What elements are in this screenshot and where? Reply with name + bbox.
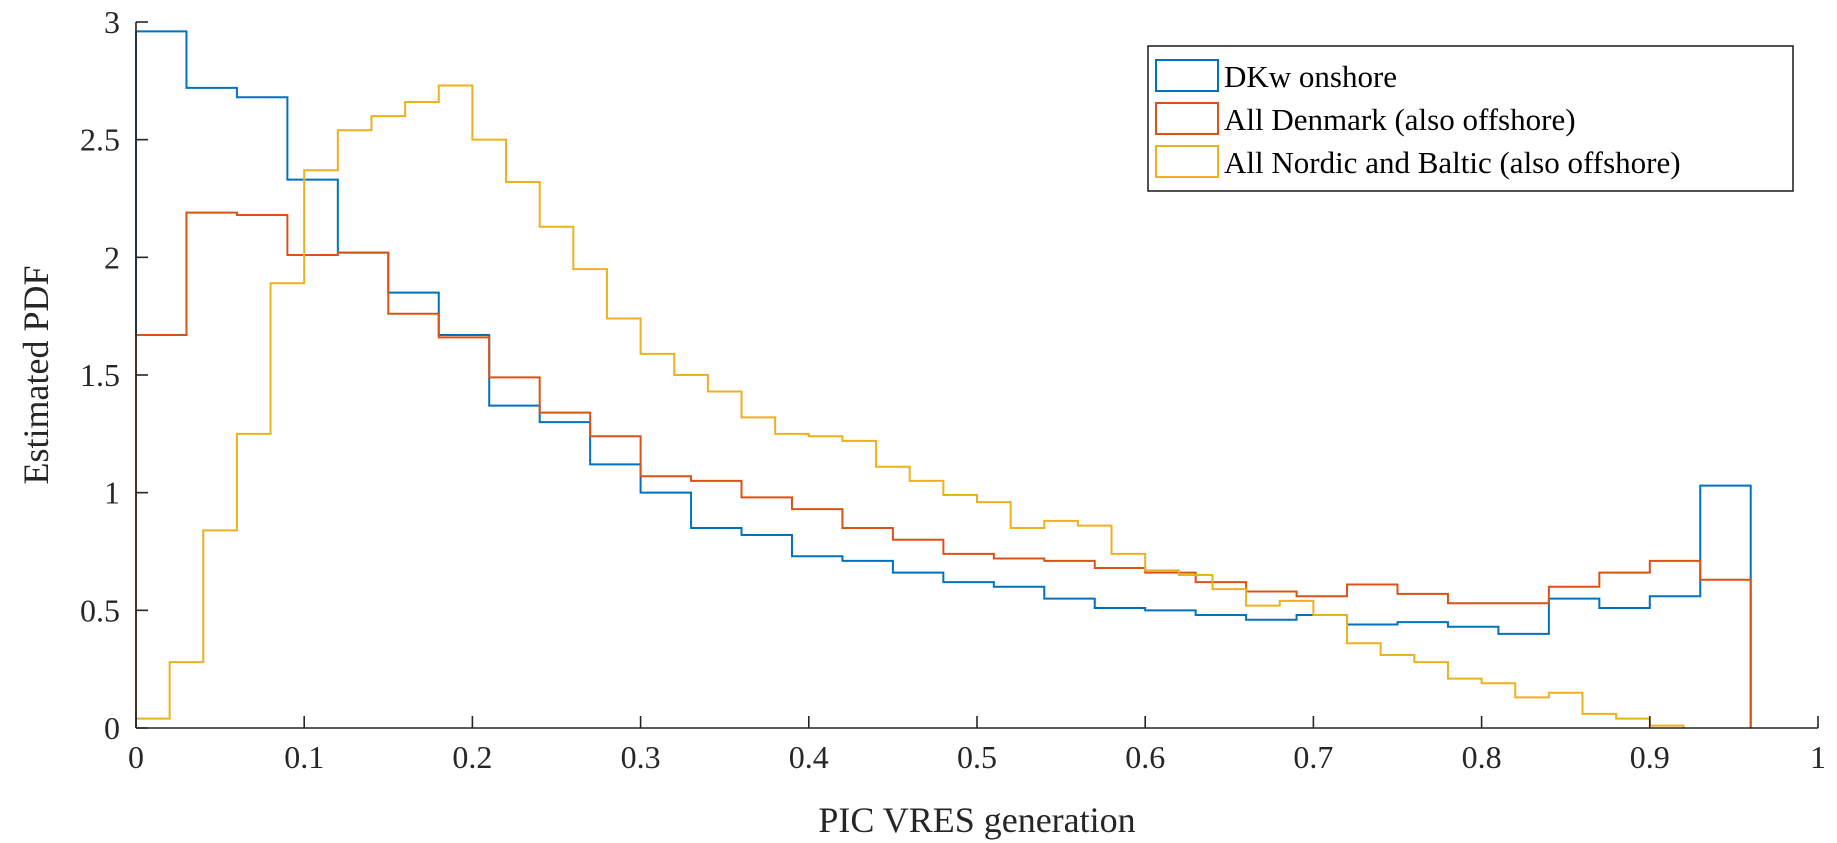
y-tick-label: 1.5: [80, 357, 120, 393]
legend-label-1: All Denmark (also offshore): [1224, 102, 1576, 137]
legend: DKw onshore All Denmark (also offshore) Al…: [1147, 45, 1794, 192]
x-tick-label: 0.9: [1630, 739, 1670, 775]
legend-label-2: All Nordic and Baltic (also offshore): [1224, 145, 1681, 180]
y-axis-title: Estimated PDF: [16, 265, 56, 484]
legend-swatch-1: [1155, 102, 1219, 135]
y-tick-label: 0: [104, 710, 120, 746]
y-tick-label: 2.5: [80, 122, 120, 158]
x-tick-label: 0.6: [1125, 739, 1165, 775]
y-tick-label: 1: [104, 475, 120, 511]
legend-swatch-0: [1155, 59, 1219, 92]
x-ticks-group: 0 0.1 0.2 0.3 0.4 0.5 0.6 0.7 0.8 0.9 1: [128, 716, 1826, 775]
series-line-1: [135, 211, 1752, 728]
x-tick-label: 0.3: [621, 739, 661, 775]
legend-items: DKw onshore All Denmark (also offshore) Al…: [1155, 59, 1681, 180]
y-tick-label: 3: [104, 4, 120, 40]
series-group: [135, 30, 1752, 728]
x-tick-label: 1: [1810, 739, 1826, 775]
x-tick-label: 0.1: [284, 739, 324, 775]
x-tick-label: 0: [128, 739, 144, 775]
x-tick-label: 0.4: [789, 739, 829, 775]
y-tick-label: 2: [104, 239, 120, 275]
y-tick-label: 0.5: [80, 592, 120, 628]
x-tick-label: 0.8: [1462, 739, 1502, 775]
legend-box: [1147, 45, 1794, 192]
series-line-2: [135, 84, 1685, 728]
x-tick-label: 0.5: [957, 739, 997, 775]
y-ticks-group: 0 0.5 1 1.5 2 2.5 3: [80, 4, 148, 746]
x-tick-label: 0.2: [452, 739, 492, 775]
x-tick-label: 0.7: [1293, 739, 1333, 775]
legend-label-0: DKw onshore: [1224, 59, 1397, 94]
x-axis-title: PIC VRES generation: [818, 800, 1135, 840]
legend-swatch-2: [1155, 145, 1219, 178]
